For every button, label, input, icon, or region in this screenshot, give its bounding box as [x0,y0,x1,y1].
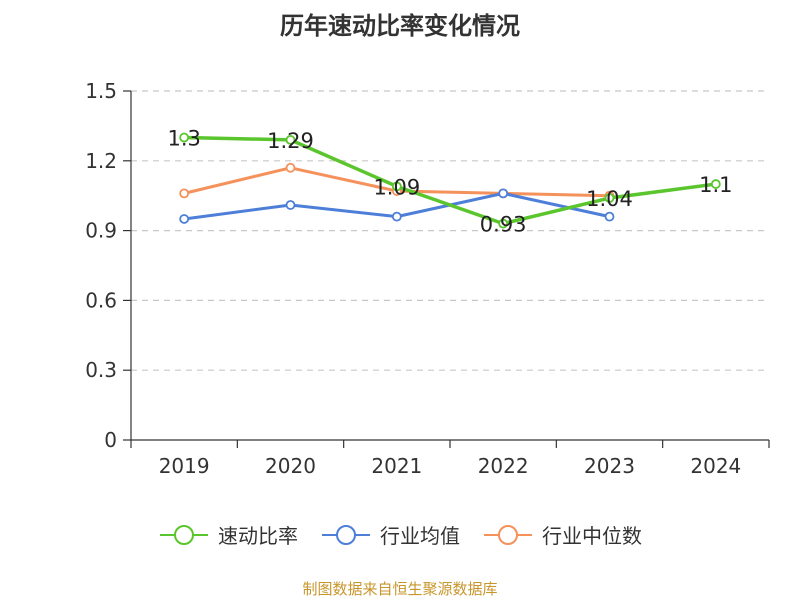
x-tick-label: 2019 [159,454,210,478]
legend-label: 行业中位数 [542,524,642,548]
chart-title: 历年速动比率变化情况 [280,12,520,40]
x-tick-label: 2020 [265,454,316,478]
data-point [285,200,296,210]
data-point [391,181,402,192]
legend-swatch-icon [484,524,532,545]
legend-swatch-icon [322,524,370,545]
data-label: 1.3 [167,127,200,151]
y-tick-label: 0 [104,428,117,452]
source-note: 制图数据来自恒生聚源数据库 [302,580,498,598]
data-point [604,193,615,203]
data-point [179,132,190,143]
data-label: 0.93 [480,213,527,237]
y-tick-label: 0.6 [85,288,117,312]
data-label: 1.04 [586,187,633,211]
data-point [391,211,402,222]
data-point [285,162,296,173]
y-tick-label: 0.3 [85,358,117,382]
grid-layer [131,90,769,371]
data-label: 1.29 [267,129,314,153]
legend-item[interactable]: 速动比率 [158,520,298,549]
axis-layer: 0 0.3 0.6 0.9 1.2 1.5 2019 2020 2021 2022 2023 2024 [85,79,770,478]
data-point [285,134,296,145]
series-line [184,135,717,226]
legend-item[interactable]: 行业中位数 [482,520,642,549]
x-tick-label: 2024 [690,454,741,478]
y-tick-label: 0.9 [85,219,117,243]
data-point [179,214,190,224]
legend-swatch-icon [160,524,208,545]
legend-label: 速动比率 [218,524,298,548]
data-label-layer: 1.3 1.29 1.09 0.93 1.04 1.1 [167,127,732,237]
legend-item[interactable]: 行业均值 [320,520,460,549]
series-layer [179,132,721,229]
y-tick-label: 1.5 [85,79,117,103]
x-tick-label: 2023 [584,454,635,478]
data-label: 1.09 [373,175,420,199]
data-point [604,211,615,222]
legend-label: 行业均值 [380,524,460,548]
data-point [498,218,509,229]
x-tick-label: 2022 [478,454,529,478]
data-point [710,179,721,189]
x-tick-label: 2021 [371,454,422,478]
y-tick-label: 1.2 [85,149,117,173]
data-label: 1.1 [699,173,732,197]
data-point [498,188,509,199]
data-point [179,188,190,199]
legend: 速动比率 行业均值 行业中位数 [0,520,800,549]
